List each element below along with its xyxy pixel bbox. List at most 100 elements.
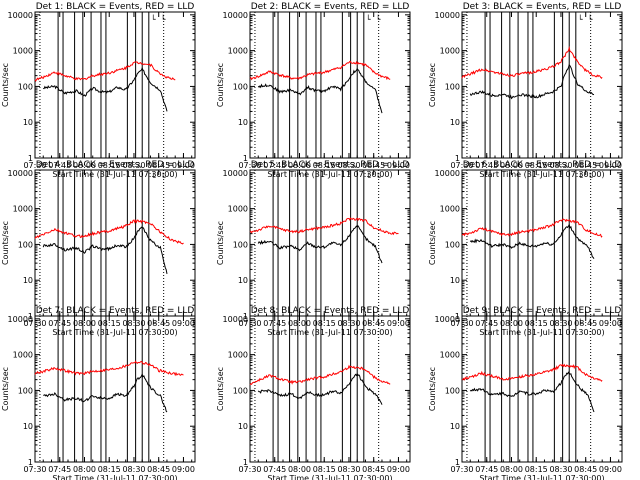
- y-tick-label: 1000: [228, 351, 248, 360]
- y-tick-label: 1: [455, 154, 460, 163]
- lld-series-line: [461, 218, 603, 238]
- x-axis-label: Start Time (31-Jul-11 07:30:00): [479, 170, 604, 179]
- y-tick-label: 100: [233, 82, 248, 91]
- x-axis-label: Start Time (31-Jul-11 07:30:00): [52, 170, 177, 179]
- x-tick-label: 08:45: [147, 319, 170, 328]
- y-tick-label: 1: [455, 312, 460, 321]
- y-axis-label: Counts/sec: [1, 221, 10, 265]
- plot-frame: [249, 169, 411, 317]
- y-tick-label: 100: [18, 386, 33, 395]
- detector-panel-8: Det 8: BLACK = Events, RED = LLD11010010…: [216, 306, 411, 480]
- x-tick-label: 08:15: [98, 465, 121, 474]
- marker-glyph: └: [151, 14, 156, 24]
- x-tick-label: 08:30: [337, 161, 360, 170]
- marker-glyph: └: [151, 318, 156, 328]
- y-tick-label: 10000: [435, 11, 460, 20]
- plot-frame: [34, 11, 196, 159]
- y-tick-label: 10000: [223, 11, 248, 20]
- y-tick-label: 1000: [13, 47, 33, 56]
- marker-glyph: └: [376, 318, 381, 328]
- x-tick-label: 09:00: [387, 465, 410, 474]
- x-tick-label: 07:45: [475, 465, 498, 474]
- panel-title: Det 4: BLACK = Events, RED = LLD: [36, 160, 195, 170]
- marker-glyph: └: [151, 172, 156, 182]
- x-tick-label: 08:45: [574, 319, 597, 328]
- x-tick-label: 09:00: [599, 319, 622, 328]
- x-axis-label: Start Time (31-Jul-11 07:30:00): [267, 170, 392, 179]
- x-tick-label: 09:00: [599, 465, 622, 474]
- events-series-line: [43, 66, 168, 112]
- marker-glyph: └: [161, 172, 166, 182]
- panel-title: Det 8: BLACK = Events, RED = LLD: [251, 306, 410, 316]
- x-tick-label: 07:45: [48, 465, 71, 474]
- x-tick-label: 09:00: [599, 161, 622, 170]
- detector-panel-5: Det 5: BLACK = Events, RED = LLD 1 10 100 10…: [216, 160, 411, 337]
- detector-panel-7: Det 7: BLACK = Events, RED = LLD11010010…: [1, 306, 196, 480]
- y-tick-label: 10000: [8, 11, 33, 20]
- y-axis-label: Counts/sec: [428, 63, 437, 107]
- x-tick-label: 08:45: [362, 465, 385, 474]
- plot-frame: [249, 315, 411, 463]
- plot-frame: [461, 315, 623, 463]
- detector-panel-2: Det 2: BLACK = Events, RED = LLD 1 10 100 10…: [216, 2, 411, 179]
- lld-series-line: [249, 364, 391, 386]
- x-tick-label: 08:15: [313, 465, 336, 474]
- panel-title: Det 9: BLACK = Events, RED = LLD: [463, 306, 622, 316]
- x-tick-label: 07:45: [48, 319, 71, 328]
- marker-glyph: └: [376, 14, 381, 24]
- marker-glyph: └: [376, 172, 381, 182]
- x-tick-label: 08:00: [500, 319, 523, 328]
- x-tick-label: 07:30: [23, 465, 46, 474]
- events-series-line: [469, 223, 595, 259]
- y-tick-label: 1000: [440, 205, 460, 214]
- events-series-line: [469, 371, 595, 413]
- panel-title: Det 6: BLACK = Events, RED = LLD: [463, 160, 622, 170]
- detector-panel-9: Det 9: BLACK = Events, RED = LLD11010010…: [428, 306, 623, 480]
- y-tick-label: 1: [455, 458, 460, 467]
- marker-glyph: └: [161, 14, 166, 24]
- lld-series-line: [461, 363, 603, 382]
- lld-series-line: [249, 217, 399, 236]
- y-tick-label: 1000: [440, 351, 460, 360]
- x-tick-label: 07:45: [263, 319, 286, 328]
- marker-glyph: └: [588, 318, 593, 328]
- y-tick-label: 1000: [13, 351, 33, 360]
- x-tick-label: 09:00: [387, 161, 410, 170]
- x-tick-label: 07:45: [475, 161, 498, 170]
- panel-title: Det 2: BLACK = Events, RED = LLD: [251, 2, 410, 12]
- x-tick-label: 08:00: [500, 161, 523, 170]
- x-tick-label: 08:15: [525, 465, 548, 474]
- x-tick-label: 07:45: [475, 319, 498, 328]
- y-tick-label: 10000: [223, 169, 248, 178]
- y-tick-label: 1000: [228, 205, 248, 214]
- y-tick-label: 100: [233, 386, 248, 395]
- x-tick-label: 08:45: [362, 319, 385, 328]
- marker-glyph: └: [366, 14, 371, 24]
- x-tick-label: 08:45: [147, 465, 170, 474]
- events-series-line: [42, 226, 168, 274]
- y-tick-label: 10000: [223, 315, 248, 324]
- y-tick-label: 100: [18, 82, 33, 91]
- x-tick-label: 08:15: [313, 319, 336, 328]
- x-axis-label: Start Time (31-Jul-11 07:30:00): [52, 328, 177, 337]
- y-axis-label: Counts/sec: [1, 367, 10, 411]
- plot-frame: [461, 11, 623, 159]
- detector-panel-4: Det 4: BLACK = Events, RED = LLD 1 10 100 10…: [1, 160, 196, 337]
- x-axis-label: Start Time (31-Jul-11 07:30:00): [267, 328, 392, 337]
- x-tick-label: 08:00: [73, 161, 96, 170]
- plot-frame: [34, 169, 196, 317]
- marker-glyph: └: [588, 14, 593, 24]
- x-tick-label: 08:15: [313, 161, 336, 170]
- x-tick-label: 08:00: [288, 161, 311, 170]
- x-tick-label: 07:30: [450, 161, 473, 170]
- y-axis-label: Counts/sec: [216, 63, 225, 107]
- y-tick-label: 100: [445, 386, 460, 395]
- x-tick-label: 09:00: [172, 465, 195, 474]
- marker-glyph: └: [366, 172, 371, 182]
- x-tick-label: 08:00: [73, 465, 96, 474]
- events-series-line: [257, 225, 383, 264]
- x-tick-label: 09:00: [172, 319, 195, 328]
- x-tick-label: 08:30: [549, 465, 572, 474]
- x-tick-label: 08:30: [337, 319, 360, 328]
